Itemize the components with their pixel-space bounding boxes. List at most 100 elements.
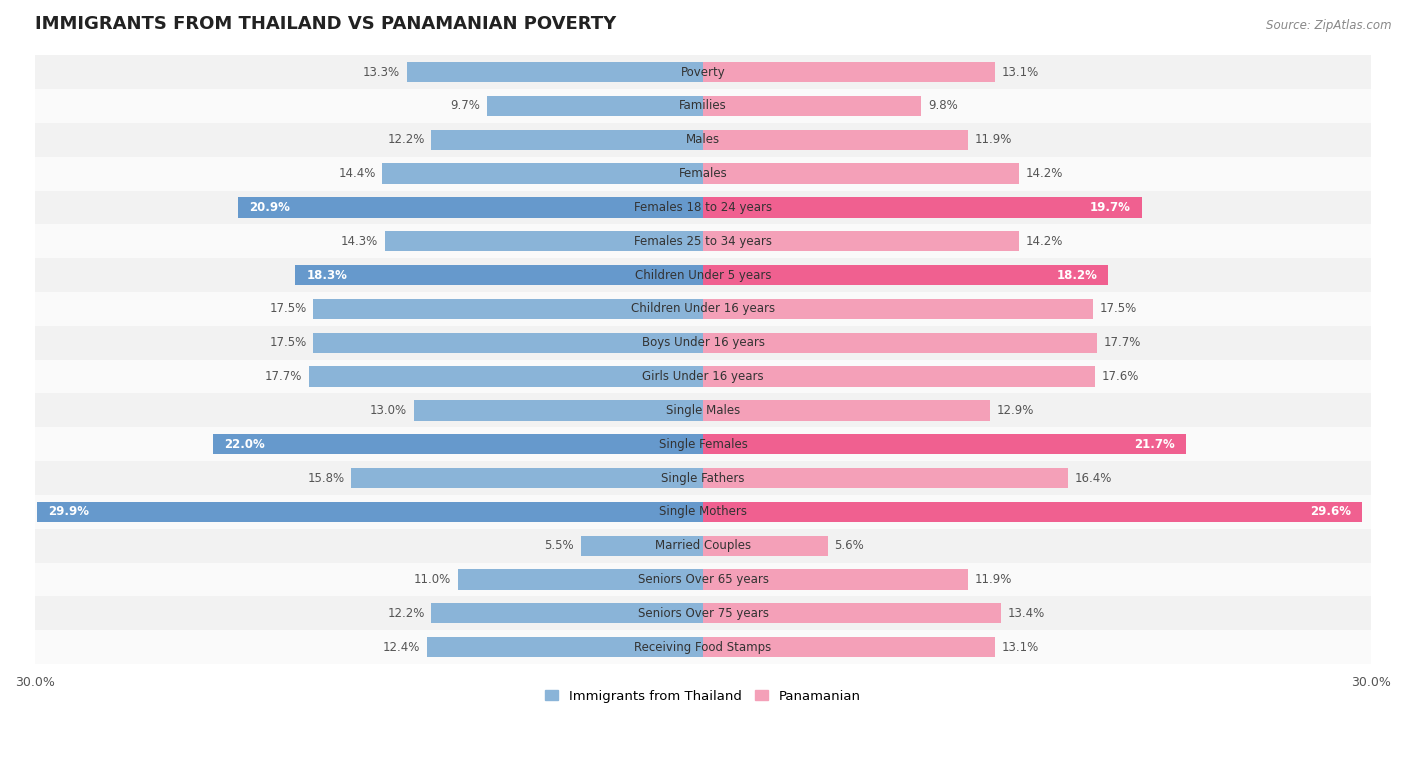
Text: 13.0%: 13.0% bbox=[370, 404, 406, 417]
Text: 13.1%: 13.1% bbox=[1001, 641, 1039, 653]
Bar bbox=[35, 224, 1371, 258]
Text: 14.3%: 14.3% bbox=[340, 235, 378, 248]
Bar bbox=[703, 400, 990, 421]
Bar bbox=[295, 265, 703, 285]
Text: Females 18 to 24 years: Females 18 to 24 years bbox=[634, 201, 772, 214]
Text: 19.7%: 19.7% bbox=[1090, 201, 1130, 214]
Bar bbox=[35, 428, 1371, 461]
Text: 14.2%: 14.2% bbox=[1026, 235, 1063, 248]
Bar bbox=[35, 562, 1371, 597]
Text: 29.6%: 29.6% bbox=[1310, 506, 1351, 518]
Text: 17.5%: 17.5% bbox=[1099, 302, 1136, 315]
Bar bbox=[703, 603, 1001, 624]
Bar bbox=[35, 157, 1371, 190]
Bar bbox=[35, 461, 1371, 495]
Text: Children Under 16 years: Children Under 16 years bbox=[631, 302, 775, 315]
Text: Seniors Over 75 years: Seniors Over 75 years bbox=[637, 607, 769, 620]
Text: 11.0%: 11.0% bbox=[415, 573, 451, 586]
Bar bbox=[703, 502, 1362, 522]
Text: Females 25 to 34 years: Females 25 to 34 years bbox=[634, 235, 772, 248]
Bar bbox=[406, 62, 703, 83]
Bar bbox=[432, 603, 703, 624]
Bar bbox=[35, 190, 1371, 224]
Bar bbox=[314, 299, 703, 319]
Bar bbox=[35, 495, 1371, 529]
Text: Families: Families bbox=[679, 99, 727, 112]
Text: 20.9%: 20.9% bbox=[249, 201, 290, 214]
Bar bbox=[703, 333, 1097, 353]
Bar bbox=[35, 292, 1371, 326]
Bar bbox=[35, 55, 1371, 89]
Bar bbox=[35, 326, 1371, 359]
Text: Poverty: Poverty bbox=[681, 66, 725, 79]
Bar bbox=[35, 258, 1371, 292]
Text: 12.4%: 12.4% bbox=[382, 641, 420, 653]
Bar bbox=[35, 89, 1371, 123]
Bar bbox=[427, 637, 703, 657]
Bar bbox=[703, 130, 967, 150]
Text: Single Mothers: Single Mothers bbox=[659, 506, 747, 518]
Bar bbox=[314, 333, 703, 353]
Text: Single Males: Single Males bbox=[666, 404, 740, 417]
Text: 17.5%: 17.5% bbox=[270, 337, 307, 349]
Text: Married Couples: Married Couples bbox=[655, 539, 751, 552]
Bar bbox=[35, 393, 1371, 428]
Text: 22.0%: 22.0% bbox=[224, 437, 264, 451]
Bar bbox=[703, 197, 1142, 218]
Text: 11.9%: 11.9% bbox=[974, 133, 1012, 146]
Bar bbox=[432, 130, 703, 150]
Text: Receiving Food Stamps: Receiving Food Stamps bbox=[634, 641, 772, 653]
Bar bbox=[703, 231, 1019, 252]
Text: Girls Under 16 years: Girls Under 16 years bbox=[643, 370, 763, 383]
Bar bbox=[703, 434, 1187, 454]
Bar bbox=[703, 366, 1095, 387]
Text: 18.3%: 18.3% bbox=[307, 268, 347, 281]
Bar bbox=[413, 400, 703, 421]
Text: 14.4%: 14.4% bbox=[339, 167, 375, 180]
Text: 11.9%: 11.9% bbox=[974, 573, 1012, 586]
Text: Females: Females bbox=[679, 167, 727, 180]
Bar bbox=[458, 569, 703, 590]
Legend: Immigrants from Thailand, Panamanian: Immigrants from Thailand, Panamanian bbox=[540, 684, 866, 708]
Text: 5.6%: 5.6% bbox=[834, 539, 865, 552]
Bar bbox=[703, 164, 1019, 183]
Text: IMMIGRANTS FROM THAILAND VS PANAMANIAN POVERTY: IMMIGRANTS FROM THAILAND VS PANAMANIAN P… bbox=[35, 15, 616, 33]
Bar bbox=[703, 299, 1092, 319]
Text: 12.2%: 12.2% bbox=[387, 607, 425, 620]
Bar bbox=[382, 164, 703, 183]
Text: 21.7%: 21.7% bbox=[1135, 437, 1175, 451]
Bar bbox=[309, 366, 703, 387]
Text: Males: Males bbox=[686, 133, 720, 146]
Bar bbox=[352, 468, 703, 488]
Bar bbox=[703, 468, 1069, 488]
Bar bbox=[703, 96, 921, 116]
Text: 9.7%: 9.7% bbox=[450, 99, 481, 112]
Text: Children Under 5 years: Children Under 5 years bbox=[634, 268, 772, 281]
Text: 14.2%: 14.2% bbox=[1026, 167, 1063, 180]
Text: 15.8%: 15.8% bbox=[308, 471, 344, 484]
Text: 12.9%: 12.9% bbox=[997, 404, 1035, 417]
Text: 16.4%: 16.4% bbox=[1076, 471, 1112, 484]
Bar bbox=[238, 197, 703, 218]
Bar bbox=[214, 434, 703, 454]
Text: 13.1%: 13.1% bbox=[1001, 66, 1039, 79]
Text: 17.7%: 17.7% bbox=[1104, 337, 1142, 349]
Text: 5.5%: 5.5% bbox=[544, 539, 574, 552]
Text: Boys Under 16 years: Boys Under 16 years bbox=[641, 337, 765, 349]
Text: 9.8%: 9.8% bbox=[928, 99, 957, 112]
Text: 18.2%: 18.2% bbox=[1056, 268, 1097, 281]
Bar bbox=[35, 359, 1371, 393]
Bar bbox=[35, 529, 1371, 562]
Text: Seniors Over 65 years: Seniors Over 65 years bbox=[637, 573, 769, 586]
Bar bbox=[703, 265, 1108, 285]
Text: 12.2%: 12.2% bbox=[387, 133, 425, 146]
Bar bbox=[703, 569, 967, 590]
Bar bbox=[703, 536, 828, 556]
Bar bbox=[35, 123, 1371, 157]
Bar bbox=[35, 630, 1371, 664]
Bar bbox=[581, 536, 703, 556]
Text: 17.7%: 17.7% bbox=[264, 370, 302, 383]
Bar bbox=[703, 637, 994, 657]
Text: 13.3%: 13.3% bbox=[363, 66, 401, 79]
Text: 29.9%: 29.9% bbox=[48, 506, 90, 518]
